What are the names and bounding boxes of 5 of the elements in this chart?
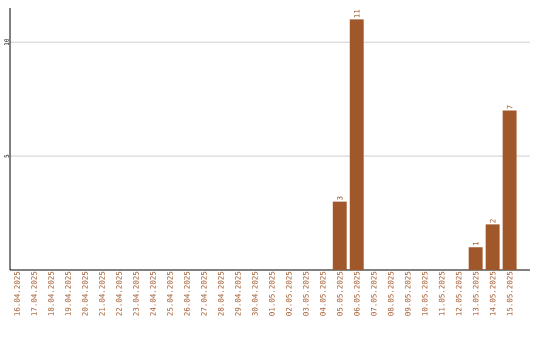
bar (502, 110, 517, 270)
bar (350, 19, 364, 270)
bar (486, 224, 500, 270)
bar (332, 202, 347, 270)
bar (468, 247, 483, 270)
